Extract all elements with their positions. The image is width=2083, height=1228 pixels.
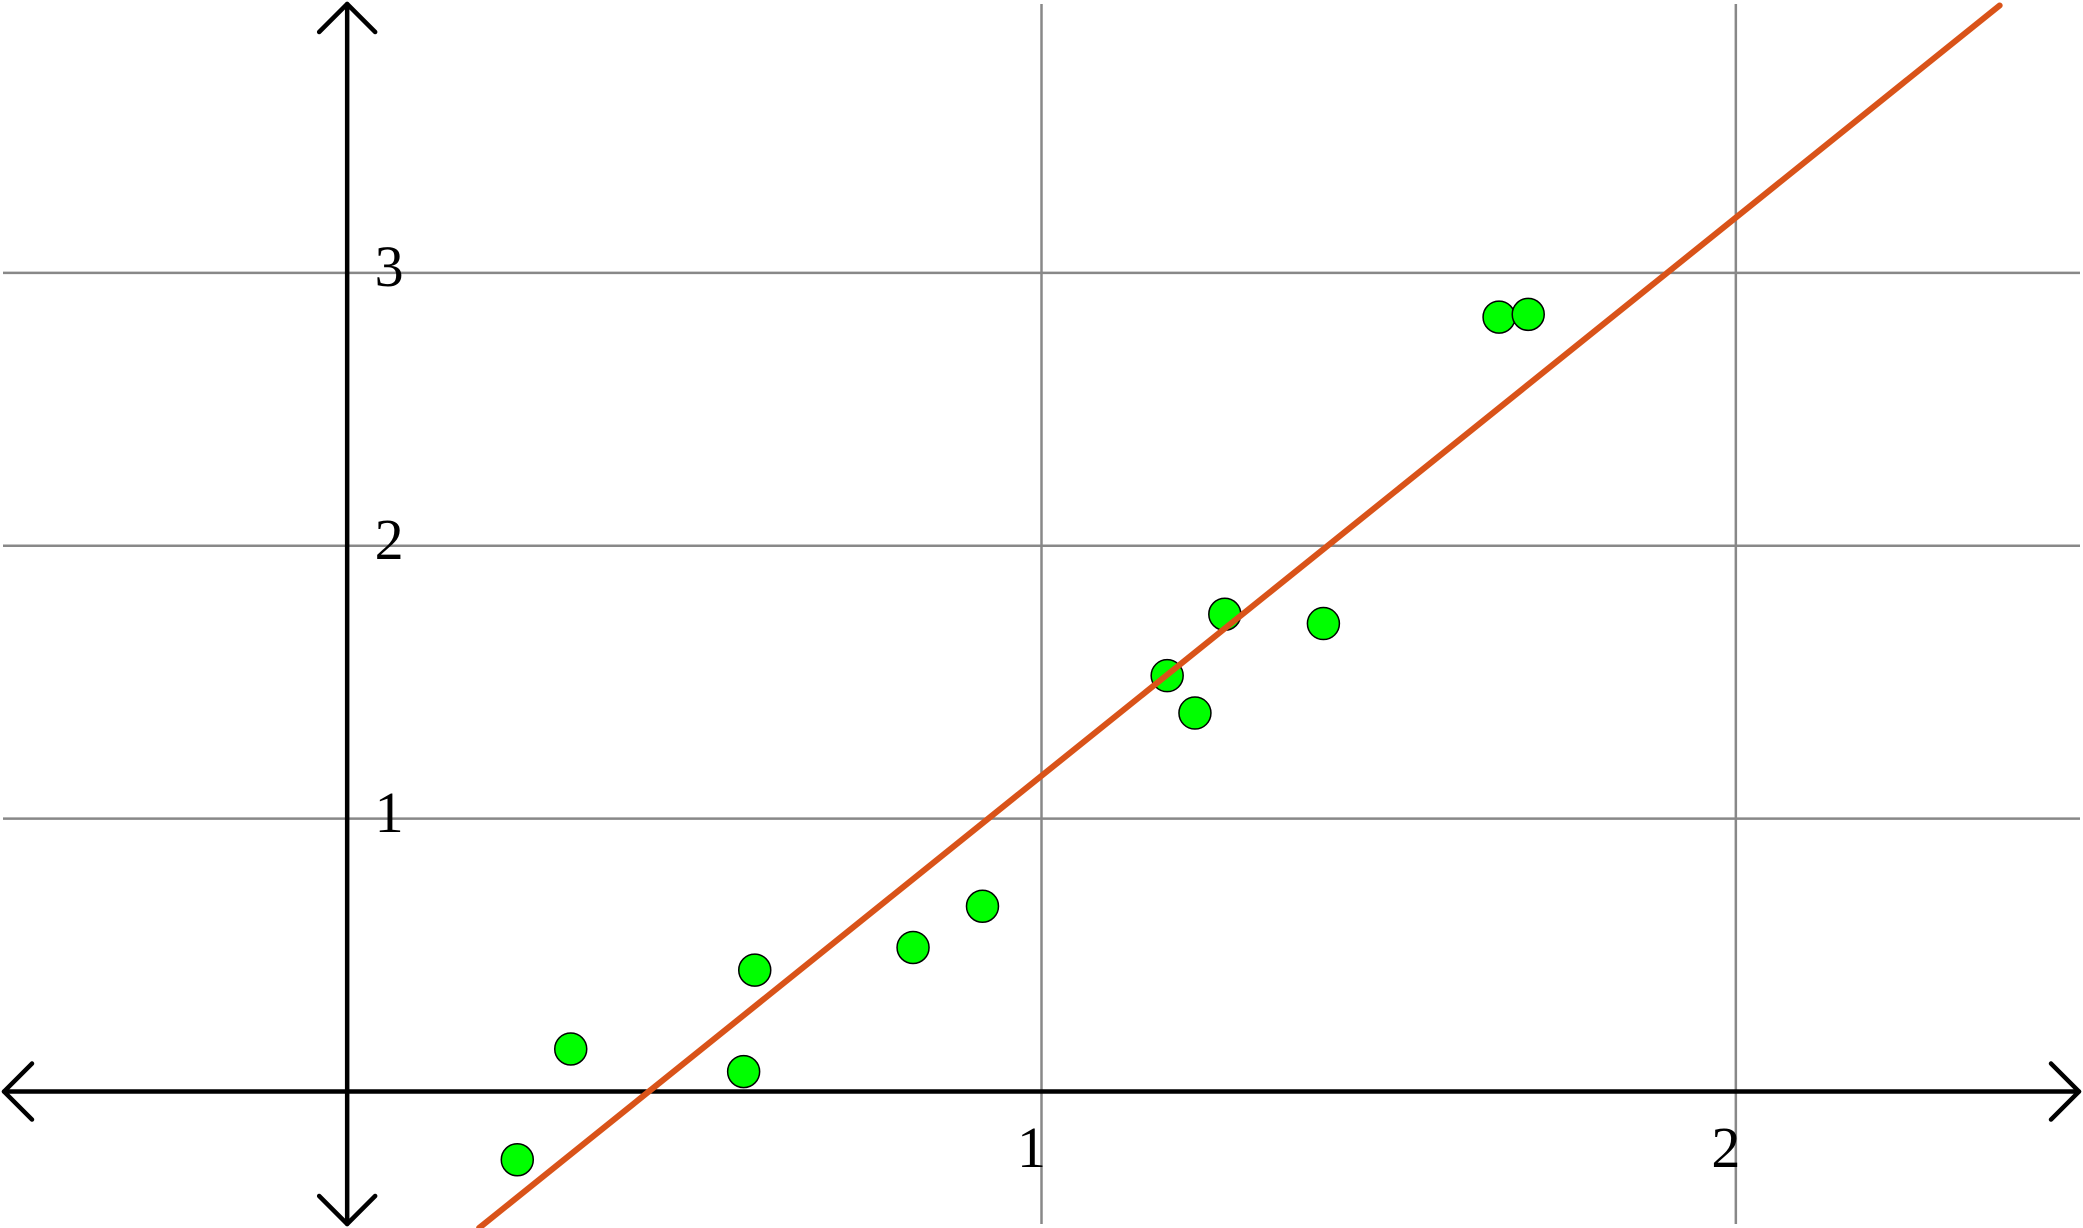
x-tick-label: 1 <box>1017 1115 1046 1180</box>
arrowhead <box>316 1 378 35</box>
data-point <box>737 953 772 987</box>
data-point <box>1306 606 1341 641</box>
data-point <box>1178 696 1212 730</box>
arrowhead <box>2048 1061 2082 1122</box>
trend-line <box>476 2 2003 1228</box>
data-point <box>1482 300 1516 334</box>
data-point <box>896 930 930 965</box>
data-point <box>965 889 1000 924</box>
data-point <box>1511 297 1545 332</box>
y-tick-label: 3 <box>375 234 404 299</box>
data-point <box>726 1054 761 1089</box>
x-tick-label: 2 <box>1711 1115 1740 1180</box>
data-point <box>553 1032 588 1066</box>
arrowhead <box>1 1061 35 1122</box>
y-tick-label: 1 <box>375 780 404 845</box>
data-point <box>500 1143 535 1177</box>
y-tick-label: 2 <box>375 507 404 572</box>
arrowhead <box>316 1193 378 1227</box>
